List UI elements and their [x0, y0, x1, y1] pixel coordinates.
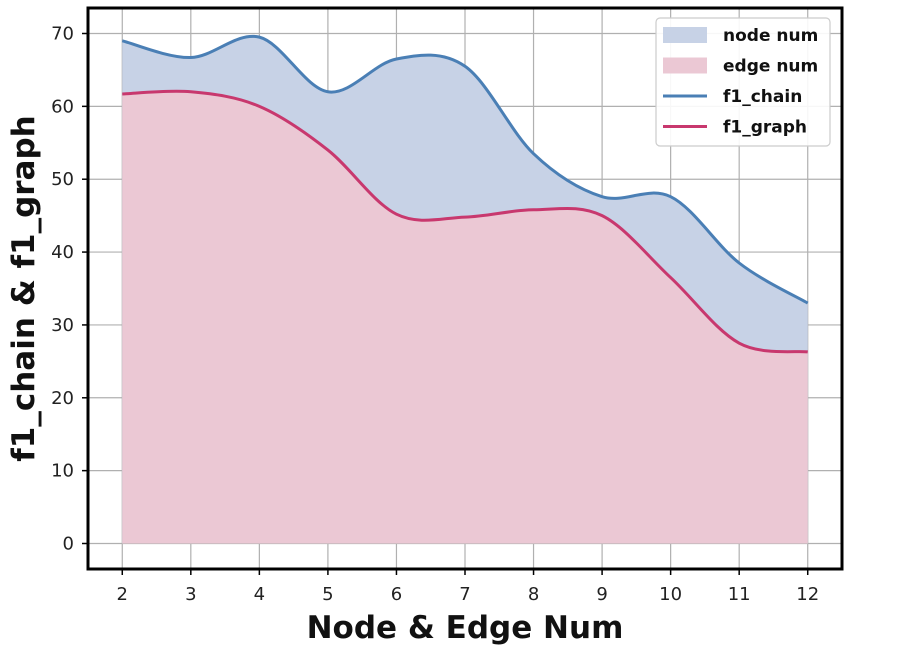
x-tick-label: 10 — [659, 584, 682, 605]
legend-label-f1-graph: f1_graph — [723, 118, 807, 138]
y-tick-label: 60 — [51, 96, 74, 117]
legend: node num edge num f1_chain f1_graph — [655, 17, 831, 147]
x-tick-label: 3 — [185, 584, 196, 605]
y-tick-label: 0 — [63, 534, 74, 555]
y-tick-label: 40 — [51, 242, 74, 263]
x-tick-label: 7 — [459, 584, 470, 605]
x-tick-label: 4 — [254, 584, 265, 605]
line-f1-chain — [121, 34, 809, 305]
x-axis: 2 3 4 5 6 7 8 9 10 11 12 — [117, 569, 819, 605]
x-tick-label: 8 — [528, 584, 539, 605]
x-tick-label: 9 — [596, 584, 607, 605]
legend-label-edge-num: edge num — [723, 57, 818, 77]
x-tick-label: 6 — [391, 584, 402, 605]
legend-label-node-num: node num — [723, 26, 818, 46]
series-lines — [121, 34, 809, 354]
x-tick-label: 2 — [117, 584, 128, 605]
legend-swatch-node-num — [663, 27, 707, 43]
y-tick-label: 10 — [51, 461, 74, 482]
x-tick-label: 12 — [796, 584, 819, 605]
y-tick-label: 70 — [51, 24, 74, 45]
area-edge-num — [122, 91, 808, 544]
legend-swatch-edge-num — [663, 57, 707, 74]
y-tick-label: 30 — [51, 315, 74, 336]
area-fills — [122, 36, 808, 544]
line-f1-graph — [122, 89, 808, 354]
y-tick-label: 20 — [51, 388, 74, 409]
x-axis-label: Node & Edge Num — [307, 610, 624, 646]
x-tick-label: 11 — [728, 584, 751, 605]
y-axis: 0 10 20 30 40 50 60 70 — [51, 24, 88, 555]
legend-box — [655, 17, 831, 147]
x-tick-label: 5 — [322, 584, 333, 605]
y-tick-label: 50 — [51, 169, 74, 190]
legend-label-f1-chain: f1_chain — [723, 87, 802, 107]
y-axis-label: f1_chain & f1_graph — [6, 115, 42, 461]
